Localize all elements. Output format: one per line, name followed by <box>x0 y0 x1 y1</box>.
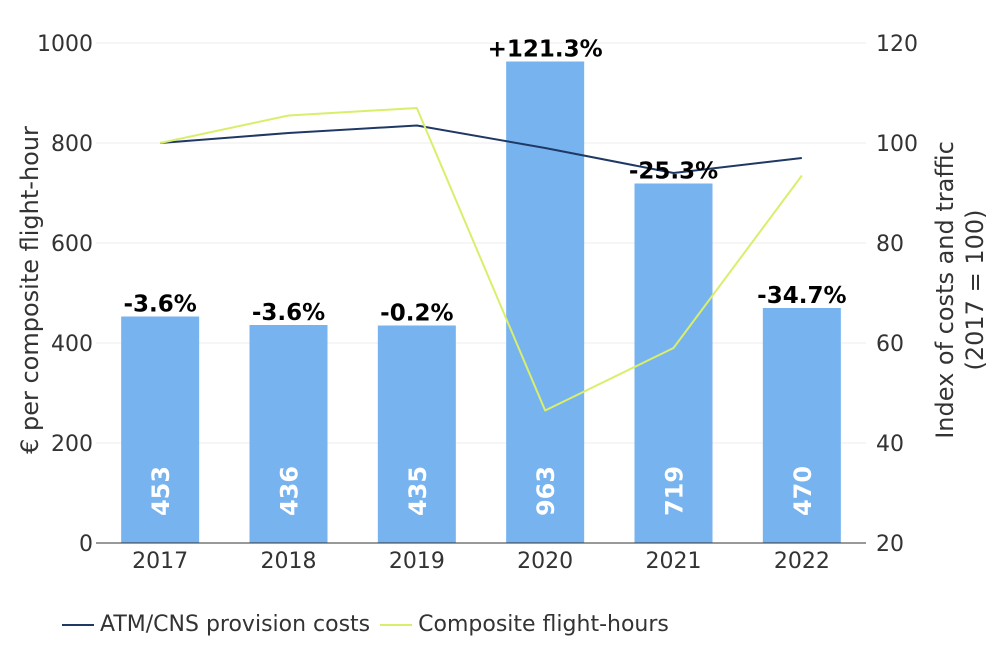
bar-value-label: 719 <box>661 466 689 516</box>
legend-item-costs: ATM/CNS provision costs <box>62 612 370 637</box>
y-tick-label: 600 <box>51 232 93 257</box>
y2-tick-label: 80 <box>876 232 904 257</box>
legend-label-flight-hours: Composite flight-hours <box>418 612 669 637</box>
x-tick-label: 2021 <box>646 549 702 574</box>
x-tick-label: 2017 <box>132 549 188 574</box>
bar-pct-label: -3.6% <box>252 300 325 326</box>
axes: 0 200 400 600 800 1000 20 40 60 80 100 120 2017 2018 2… <box>37 32 918 574</box>
bar-value-label: 435 <box>404 466 432 516</box>
x-tick-label: 2020 <box>517 549 573 574</box>
y2-tick-label: 100 <box>876 132 918 157</box>
legend-swatch-costs <box>62 623 94 626</box>
bar <box>762 308 841 543</box>
bar <box>506 61 585 543</box>
grid-lines <box>96 42 866 444</box>
x-tick-label: 2019 <box>389 549 445 574</box>
y-tick-label: 400 <box>51 332 93 357</box>
data-labels: 453 -3.6% 436 -3.6% 435 -0.2% 963 +121.3% 719 -25… <box>123 37 846 517</box>
y-axis-title: € per composite flight-hour <box>16 126 44 454</box>
legend-swatch-flight-hours <box>380 623 413 626</box>
y2-tick-label: 120 <box>876 32 918 57</box>
y-tick-label: 0 <box>79 532 93 557</box>
bar-pct-label: -25.3% <box>629 159 718 185</box>
y2-axis-subtitle: (2017 = 100) <box>961 210 989 371</box>
series-line-1 <box>159 107 803 412</box>
bar-value-label: 453 <box>147 466 175 516</box>
bar <box>377 325 456 543</box>
bar-pct-label: -34.7% <box>757 283 846 309</box>
x-tick-label: 2022 <box>774 549 830 574</box>
y2-tick-label: 20 <box>876 532 904 557</box>
bars <box>121 61 841 543</box>
x-tick-label: 2018 <box>261 549 317 574</box>
y-tick-label: 1000 <box>37 32 93 57</box>
y2-axis-title: Index of costs and traffic <box>931 141 959 439</box>
bar <box>121 316 200 543</box>
bar-pct-label: -0.2% <box>380 301 453 327</box>
y2-tick-label: 40 <box>876 432 904 457</box>
y-tick-label: 200 <box>51 432 93 457</box>
bar <box>249 325 328 543</box>
bar-pct-label: +121.3% <box>488 37 603 63</box>
bar-value-label: 436 <box>276 466 304 516</box>
legend-item-flight-hours: Composite flight-hours <box>380 612 669 637</box>
bar <box>634 183 713 543</box>
legend: ATM/CNS provision costs Composite flight… <box>62 612 679 637</box>
series-line-0 <box>160 124 802 174</box>
y2-tick-label: 60 <box>876 332 904 357</box>
bar-value-label: 963 <box>532 466 560 516</box>
legend-label-costs: ATM/CNS provision costs <box>100 612 371 637</box>
y-tick-label: 800 <box>51 132 93 157</box>
series-lines <box>159 107 803 412</box>
bar-pct-label: -3.6% <box>123 292 196 318</box>
bar-value-label: 470 <box>789 466 817 516</box>
